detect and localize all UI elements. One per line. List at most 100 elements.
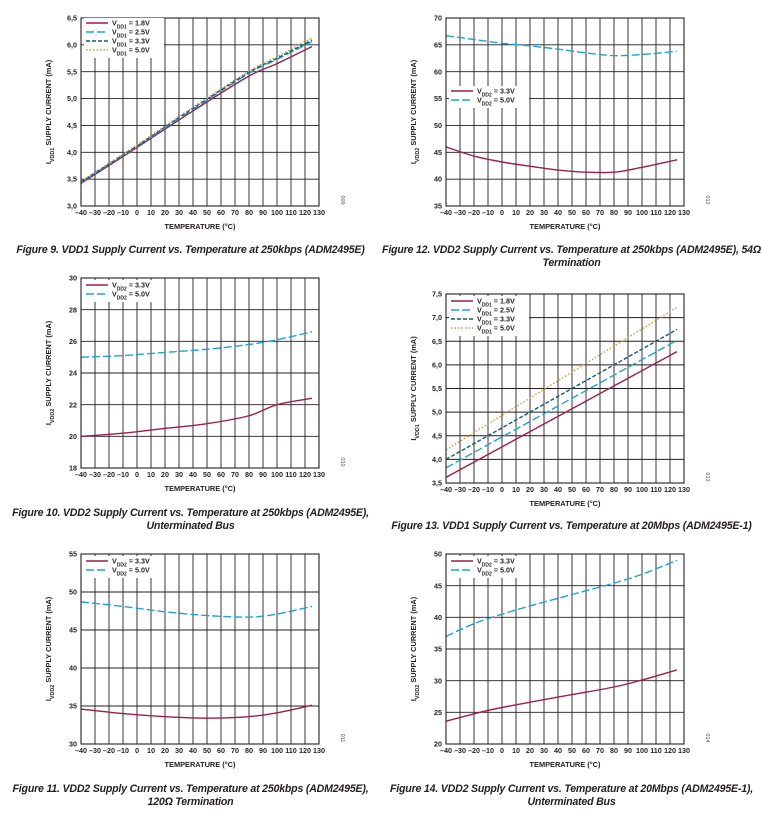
x-tick-label: 50 (203, 208, 211, 217)
x-tick-label: 90 (259, 470, 267, 479)
x-tick-label: –30 (89, 208, 101, 217)
x-tick-label: 120 (299, 746, 311, 755)
x-tick-label: 120 (664, 485, 676, 494)
x-tick-label: 70 (596, 746, 604, 755)
x-tick-label: 70 (231, 208, 239, 217)
chart-figure-11: –40 –30 –20 –10 0 10 20 30 40 50 60 70 80 90 100 110 120… (0, 546, 381, 816)
y-tick-label: 50 (434, 550, 442, 559)
y-tick-label: 4,0 (432, 455, 442, 464)
x-tick-label: 10 (147, 208, 155, 217)
x-tick-label: 100 (636, 208, 648, 217)
x-axis-label: TEMPERATURE (°C) (530, 222, 602, 231)
x-tick-label: –20 (103, 746, 115, 755)
plot-svg: –40 –30 –20 –10 0 10 20 30 40 50 60 70 80 90 100 110 120… (409, 550, 710, 769)
y-tick-label: 5,5 (67, 67, 77, 76)
figure-id: 010 (339, 457, 345, 466)
x-tick-label: 70 (231, 746, 239, 755)
x-tick-label: 80 (610, 746, 618, 755)
x-tick-label: 110 (285, 208, 297, 217)
caption-figure-14: Figure 14. VDD2 Supply Current vs. Tempe… (390, 783, 753, 808)
x-tick-label: 90 (624, 208, 632, 217)
x-tick-label: 10 (512, 208, 520, 217)
y-tick-label: 3,5 (432, 479, 442, 488)
x-tick-label: 50 (568, 746, 576, 755)
x-tick-label: –10 (117, 208, 129, 217)
y-axis-label: IVDD2 SUPPLY CURRENT (mA) (409, 59, 421, 164)
x-tick-label: 130 (313, 746, 325, 755)
caption-figure-10: Figure 10. VDD2 Supply Current vs. Tempe… (12, 507, 369, 532)
x-tick-label: 0 (500, 208, 504, 217)
x-axis-label: TEMPERATURE (°C) (165, 222, 237, 231)
y-tick-label: 40 (434, 613, 442, 622)
caption-figure-9: Figure 9. VDD1 Supply Current vs. Temper… (16, 244, 365, 256)
x-tick-label: –10 (482, 746, 494, 755)
x-tick-label: –40 (75, 470, 87, 479)
y-tick-label: 25 (434, 708, 442, 717)
x-tick-label: 20 (526, 485, 534, 494)
y-tick-label: 20 (434, 740, 442, 749)
x-tick-label: –20 (468, 208, 480, 217)
series-line (80, 704, 313, 719)
series-line (445, 328, 678, 460)
x-tick-label: 100 (636, 746, 648, 755)
x-tick-label: 130 (678, 485, 690, 494)
legend-box (84, 18, 164, 58)
y-tick-label: 35 (434, 645, 442, 654)
series-line (80, 601, 313, 618)
x-tick-label: 130 (313, 208, 325, 217)
series-line (80, 397, 313, 438)
plot-frame (80, 17, 320, 207)
x-tick-label: 20 (161, 746, 169, 755)
x-tick-label: 70 (596, 485, 604, 494)
series-line (445, 35, 678, 57)
y-tick-label: 4,5 (67, 121, 77, 130)
y-tick-label: 4,5 (432, 431, 442, 440)
y-tick-label: 30 (69, 274, 77, 283)
x-tick-label: 20 (161, 470, 169, 479)
series-line (445, 351, 678, 478)
series-line (445, 146, 678, 174)
x-tick-label: 50 (203, 746, 211, 755)
plot-svg: –40 –30 –20 –10 0 10 20 30 40 50 60 70 80 90 100 110 120… (409, 290, 710, 508)
y-axis-label: IVDD1 SUPPLY CURRENT (mA) (44, 59, 56, 164)
y-axis-label: IVDD2 SUPPLY CURRENT (mA) (44, 596, 56, 701)
y-tick-label: 20 (69, 432, 77, 441)
x-tick-label: 40 (189, 208, 197, 217)
y-tick-label: 55 (69, 550, 77, 559)
x-tick-label: 130 (678, 208, 690, 217)
x-tick-label: 50 (568, 208, 576, 217)
y-tick-label: 30 (69, 740, 77, 749)
x-tick-label: 90 (624, 746, 632, 755)
caption-figure-12: Figure 12. VDD2 Supply Current vs. Tempe… (382, 244, 761, 269)
x-tick-label: 60 (582, 208, 590, 217)
x-tick-label: 20 (526, 746, 534, 755)
x-tick-label: 40 (189, 470, 197, 479)
y-tick-label: 5,0 (432, 408, 442, 417)
x-tick-label: 130 (313, 470, 325, 479)
y-tick-label: 26 (69, 337, 77, 346)
caption-figure-11: Figure 11. VDD2 Supply Current vs. Tempe… (12, 783, 369, 808)
plot-svg: –40 –30 –20 –10 0 10 20 30 40 50 60 70 80 90 100 110 120… (44, 274, 345, 493)
x-tick-label: 60 (217, 470, 225, 479)
y-tick-label: 35 (434, 202, 442, 211)
plot-frame (445, 293, 685, 484)
x-tick-label: –10 (117, 470, 129, 479)
y-tick-label: 70 (434, 14, 442, 23)
y-tick-label: 3,0 (67, 202, 77, 211)
x-tick-label: 120 (299, 208, 311, 217)
x-tick-label: –30 (89, 470, 101, 479)
x-tick-label: 30 (540, 746, 548, 755)
x-tick-label: 60 (217, 208, 225, 217)
x-tick-label: 10 (147, 746, 155, 755)
x-tick-label: 80 (245, 470, 253, 479)
y-axis-label: IVDD2 SUPPLY CURRENT (mA) (44, 320, 56, 425)
x-tick-label: –20 (468, 746, 480, 755)
y-tick-label: 3,5 (67, 175, 77, 184)
y-tick-label: 40 (69, 664, 77, 673)
x-tick-label: 0 (135, 208, 139, 217)
x-tick-label: –30 (454, 208, 466, 217)
x-axis-label: TEMPERATURE (°C) (530, 760, 602, 769)
figure-id: 012 (704, 195, 710, 204)
plot-svg: –40 –30 –20 –10 0 10 20 30 40 50 60 70 80 90 100 110 120… (409, 14, 710, 231)
plot-svg: –40 –30 –20 –10 0 10 20 30 40 50 60 70 80 90 100 110 120… (44, 550, 345, 769)
